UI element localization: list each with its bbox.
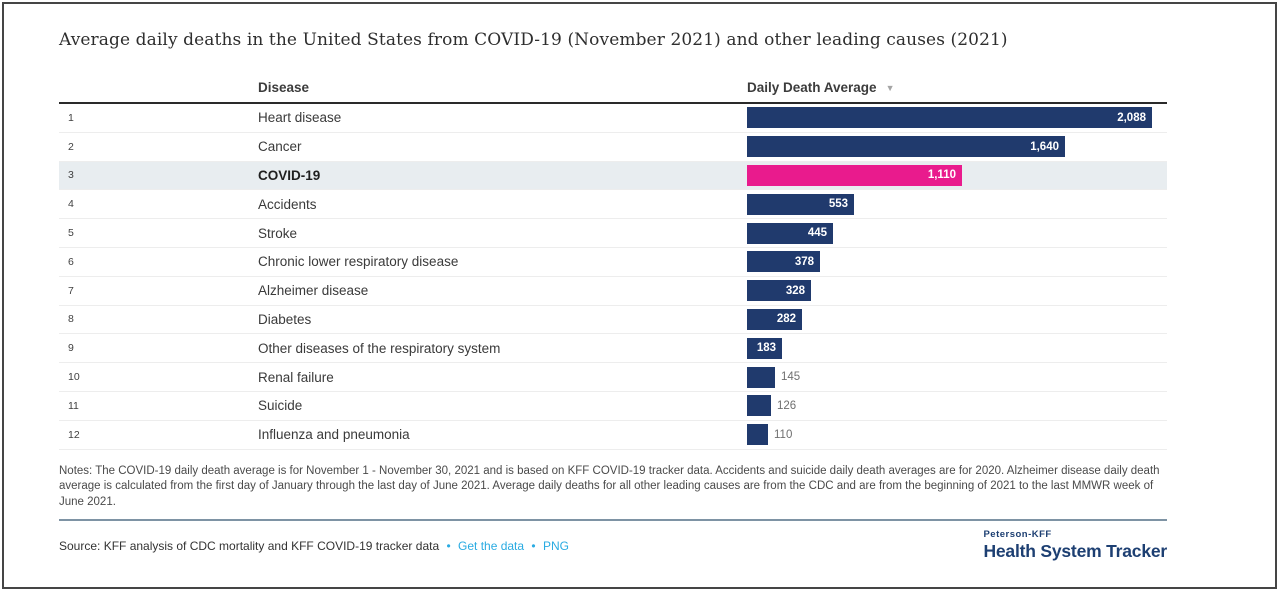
table-row: 6 Chronic lower respiratory disease 378	[59, 248, 1167, 277]
bar-cell: 183	[747, 337, 1167, 359]
row-disease: Accidents	[258, 196, 317, 212]
row-disease: Stroke	[258, 225, 298, 241]
row-rank: 4	[68, 198, 74, 211]
bar-value-inside: 282	[776, 313, 796, 326]
table-row: 4 Accidents 553	[59, 190, 1167, 220]
bar-cell: 553	[747, 193, 1167, 215]
source-line: Source: KFF analysis of CDC mortality an…	[59, 539, 569, 553]
row-rank: 1	[68, 111, 74, 124]
bar-value-inside: 328	[785, 284, 805, 297]
row-disease: Suicide	[258, 398, 303, 414]
row-rank: 2	[68, 140, 74, 153]
notes-text: Notes: The COVID-19 daily death average …	[59, 464, 1160, 508]
column-header-daily-death-average[interactable]: Daily Death Average ▼	[747, 80, 894, 95]
table-row: 12 Influenza and pneumonia 110	[59, 421, 1167, 450]
bar-cell: 1,640	[747, 136, 1167, 158]
table-row: 11 Suicide 126	[59, 392, 1167, 421]
health-system-tracker-logo: Peterson-KFF Health System Tracker	[983, 529, 1167, 562]
table-rows: 1 Heart disease 2,088 2 Cancer 1,640	[59, 104, 1167, 450]
bullet-separator: •	[446, 538, 451, 553]
column-header-value-label: Daily Death Average	[747, 80, 877, 95]
bar-cell: 328	[747, 280, 1167, 302]
source-text: Source: KFF analysis of CDC mortality an…	[59, 538, 440, 553]
column-header-disease: Disease	[258, 80, 310, 95]
png-link[interactable]: PNG	[542, 538, 569, 553]
row-rank: 6	[68, 255, 74, 268]
row-rank: 5	[68, 227, 74, 240]
bar-value-inside: 2,088	[1117, 111, 1146, 124]
table-row: 8 Diabetes 282	[59, 306, 1167, 335]
bar-cell: 445	[747, 222, 1167, 244]
bar-cell: 1,110	[747, 164, 1167, 186]
row-rank: 9	[68, 342, 74, 355]
bar-cell: 2,088	[747, 107, 1167, 129]
table-row: 1 Heart disease 2,088	[59, 104, 1167, 133]
row-disease: COVID-19	[258, 167, 321, 183]
row-rank: 7	[68, 284, 74, 297]
bar[interactable]: 553	[747, 193, 854, 215]
bar[interactable]: 1,640	[747, 136, 1065, 158]
row-rank: 12	[68, 428, 80, 441]
bar[interactable]	[747, 424, 768, 446]
bar[interactable]: 1,110	[747, 164, 962, 186]
row-disease: Cancer	[258, 139, 302, 155]
page-title: Average daily deaths in the United State…	[59, 30, 1008, 50]
bar[interactable]: 328	[747, 280, 811, 302]
bar[interactable]: 445	[747, 222, 833, 244]
bar[interactable]: 282	[747, 308, 802, 330]
sort-descending-icon[interactable]: ▼	[885, 83, 895, 93]
footer-divider	[59, 519, 1167, 522]
bar-value-outside: 126	[777, 399, 797, 412]
row-rank: 10	[68, 371, 80, 384]
table-row: 3 COVID-19 1,110	[59, 161, 1167, 191]
bar-value-inside: 553	[828, 198, 848, 211]
row-rank: 8	[68, 313, 74, 326]
row-disease: Renal failure	[258, 369, 334, 385]
bar[interactable]: 378	[747, 251, 820, 273]
bar[interactable]	[747, 395, 771, 417]
row-disease: Alzheimer disease	[258, 283, 369, 299]
logo-peterson-kff: Peterson-KFF	[983, 529, 1052, 541]
logo-health-system-tracker: Health System Tracker	[983, 541, 1167, 562]
bar[interactable]: 2,088	[747, 107, 1152, 129]
bar-value-outside: 145	[781, 371, 801, 384]
get-the-data-link[interactable]: Get the data	[458, 538, 525, 553]
row-disease: Other diseases of the respiratory system	[258, 340, 501, 356]
bar-value-inside: 1,640	[1030, 140, 1059, 153]
row-disease: Chronic lower respiratory disease	[258, 254, 459, 270]
table-row: 7 Alzheimer disease 328	[59, 277, 1167, 306]
table-row: 5 Stroke 445	[59, 219, 1167, 248]
bar-value-inside: 183	[756, 342, 776, 355]
bar[interactable]: 183	[747, 337, 782, 359]
bar-cell: 282	[747, 308, 1167, 330]
row-disease: Diabetes	[258, 311, 312, 327]
bar-cell: 110	[747, 424, 1167, 446]
chart-content: Average daily deaths in the United State…	[59, 4, 1167, 562]
row-rank: 3	[68, 169, 74, 182]
row-rank: 11	[68, 399, 79, 412]
bar-cell: 378	[747, 251, 1167, 273]
row-disease: Heart disease	[258, 110, 342, 126]
row-disease: Influenza and pneumonia	[258, 427, 410, 443]
table-row: 10 Renal failure 145	[59, 363, 1167, 392]
table-row: 9 Other diseases of the respiratory syst…	[59, 334, 1167, 364]
bar-cell: 145	[747, 366, 1167, 388]
bar-value-inside: 378	[794, 255, 814, 268]
bar-value-outside: 110	[774, 428, 793, 441]
table-row: 2 Cancer 1,640	[59, 133, 1167, 162]
bar-cell: 126	[747, 395, 1167, 417]
bar[interactable]	[747, 366, 775, 388]
bar-value-inside: 445	[807, 227, 827, 240]
table-header: Disease Daily Death Average ▼	[59, 79, 1167, 104]
footer: Source: KFF analysis of CDC mortality an…	[59, 529, 1167, 562]
bullet-separator: •	[531, 538, 536, 553]
bar-value-inside: 1,110	[927, 169, 956, 182]
